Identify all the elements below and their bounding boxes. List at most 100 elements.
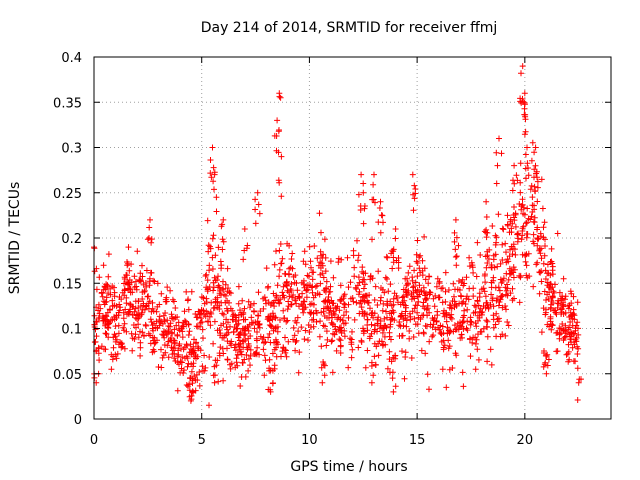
data-point xyxy=(147,269,154,276)
data-point xyxy=(529,139,536,146)
data-point xyxy=(360,189,367,196)
data-point xyxy=(565,341,572,348)
data-point xyxy=(200,295,207,301)
data-point xyxy=(436,278,443,285)
data-point xyxy=(145,330,152,337)
data-point xyxy=(251,300,257,307)
data-point xyxy=(329,369,336,376)
data-point xyxy=(512,251,519,258)
data-point xyxy=(488,264,495,271)
data-point xyxy=(317,259,324,266)
data-point xyxy=(158,290,165,297)
data-point xyxy=(107,307,113,313)
data-point xyxy=(185,332,192,338)
data-point xyxy=(275,149,282,156)
data-point xyxy=(306,243,313,250)
data-point xyxy=(540,224,547,231)
data-point xyxy=(493,310,500,317)
data-point xyxy=(337,343,344,350)
data-point xyxy=(132,331,139,338)
data-point xyxy=(416,282,423,289)
data-point xyxy=(242,337,249,343)
data-point xyxy=(493,333,500,340)
data-point xyxy=(160,312,167,319)
data-point xyxy=(241,226,248,232)
data-point xyxy=(343,308,350,315)
data-point xyxy=(307,301,314,308)
data-point xyxy=(452,246,459,253)
data-point xyxy=(273,248,279,255)
data-point xyxy=(542,243,548,249)
data-point xyxy=(150,337,157,344)
data-point xyxy=(305,273,312,280)
data-point xyxy=(362,364,369,371)
data-point xyxy=(280,283,287,290)
data-point xyxy=(445,345,452,352)
data-point xyxy=(207,309,214,316)
data-point xyxy=(137,352,144,359)
data-point xyxy=(350,247,357,254)
data-point xyxy=(294,287,301,294)
data-point xyxy=(388,358,395,365)
data-point xyxy=(193,355,199,362)
data-point xyxy=(460,383,467,390)
data-point xyxy=(318,364,325,371)
data-point xyxy=(484,324,491,331)
data-point xyxy=(241,332,247,339)
data-point xyxy=(131,308,138,315)
data-point xyxy=(239,359,246,366)
data-point xyxy=(340,312,347,319)
data-point xyxy=(383,308,389,315)
data-point xyxy=(492,232,499,239)
data-point xyxy=(337,282,344,289)
data-point xyxy=(284,317,291,324)
data-point xyxy=(560,275,567,282)
data-point xyxy=(263,300,269,307)
data-point xyxy=(500,275,507,282)
data-point xyxy=(451,298,458,305)
data-point xyxy=(219,285,226,292)
data-point xyxy=(237,383,244,389)
data-point xyxy=(574,299,581,306)
data-point xyxy=(521,105,528,112)
data-point xyxy=(448,311,455,318)
data-point xyxy=(401,375,408,382)
y-tick-label: 0.05 xyxy=(53,368,82,383)
data-point xyxy=(452,254,459,260)
data-point xyxy=(449,365,456,371)
data-point xyxy=(127,302,134,309)
data-point xyxy=(568,336,575,343)
data-point xyxy=(254,337,260,344)
data-point xyxy=(216,290,223,297)
data-point xyxy=(174,387,181,394)
data-point xyxy=(263,265,270,272)
data-point xyxy=(105,251,112,258)
data-point xyxy=(215,273,221,280)
data-point xyxy=(406,263,413,270)
data-point xyxy=(220,278,226,285)
data-point xyxy=(519,232,526,239)
data-point xyxy=(452,286,458,293)
data-point xyxy=(327,258,334,265)
data-point xyxy=(397,313,404,320)
data-point xyxy=(213,208,220,215)
data-point xyxy=(109,302,116,309)
data-point xyxy=(174,353,181,360)
data-point xyxy=(287,264,294,271)
data-point xyxy=(283,353,290,360)
data-point xyxy=(214,357,221,364)
x-tick-label: 0 xyxy=(90,433,98,448)
data-point xyxy=(123,300,130,307)
data-point xyxy=(111,284,117,291)
data-point xyxy=(540,350,547,356)
data-point xyxy=(308,309,315,316)
data-point xyxy=(328,338,335,345)
data-point xyxy=(238,311,245,318)
data-point xyxy=(219,246,226,253)
data-point xyxy=(216,284,223,291)
data-point xyxy=(209,266,216,272)
data-point xyxy=(483,264,490,271)
data-point xyxy=(271,362,278,369)
data-point xyxy=(102,330,109,337)
data-point xyxy=(246,355,252,362)
